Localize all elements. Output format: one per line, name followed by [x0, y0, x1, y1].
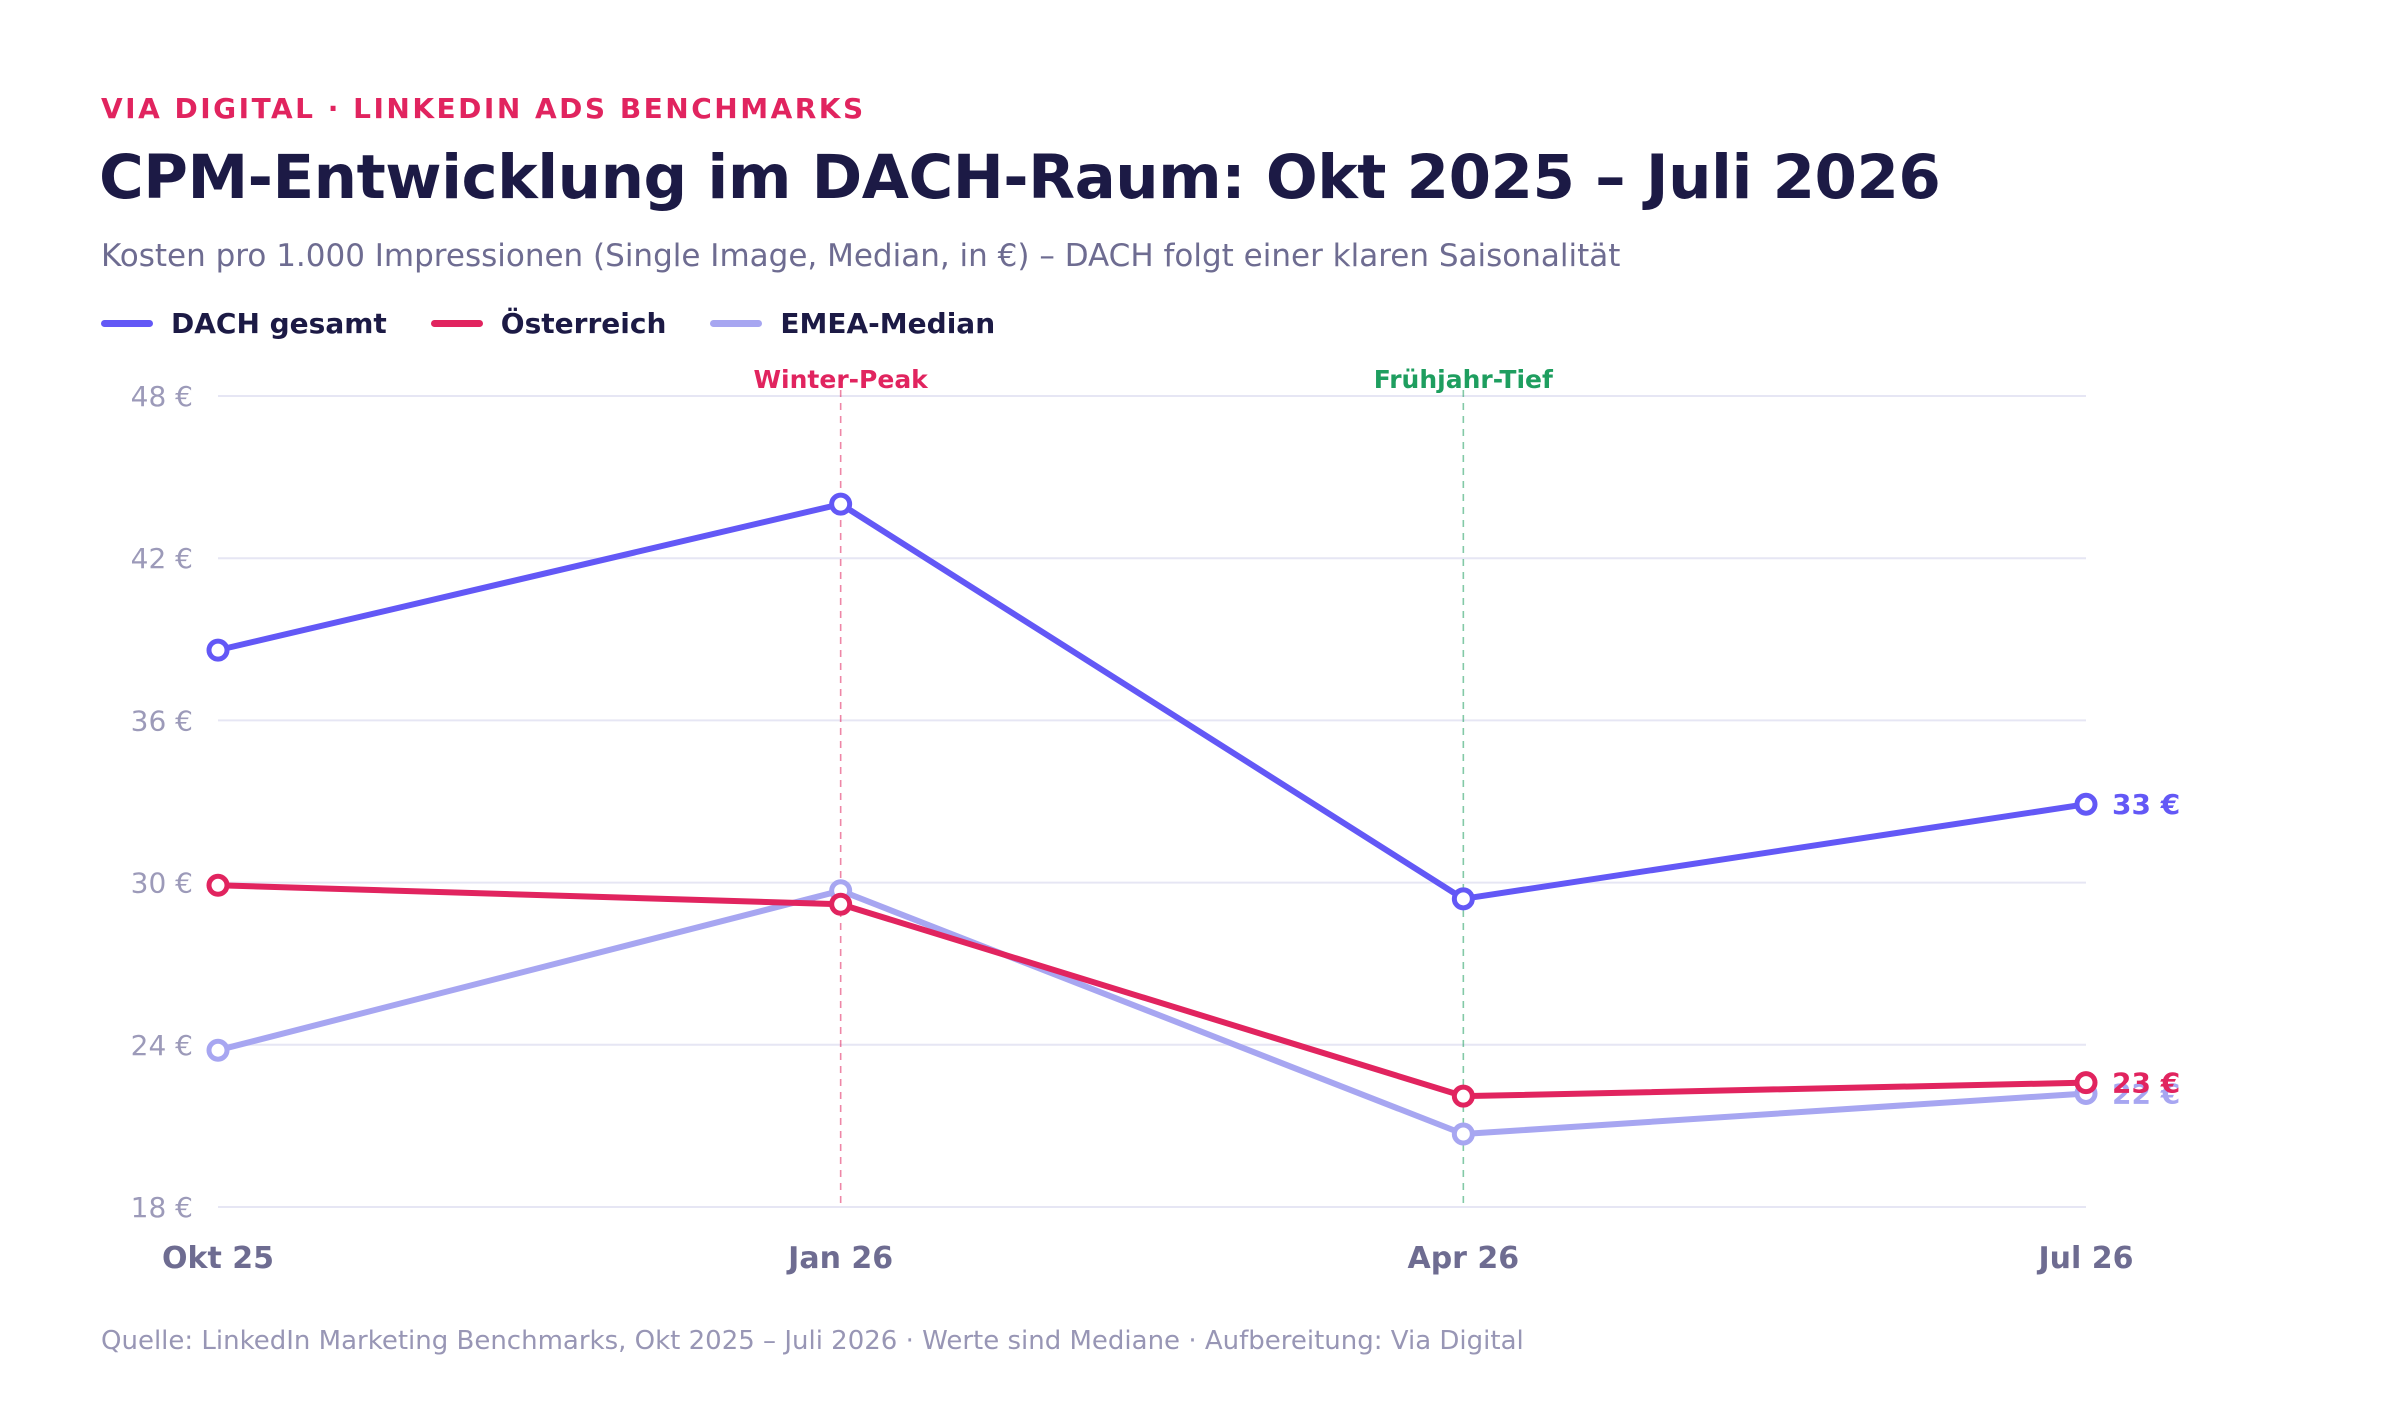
data-point: [829, 492, 853, 516]
x-tick-label: Jan 26: [786, 1241, 893, 1276]
legend-swatch-emea: [710, 319, 763, 327]
data-point: [1451, 1122, 1475, 1146]
eyebrow: VIA DIGITAL · LINKEDIN ADS BENCHMARKS: [101, 92, 866, 125]
chart-subtitle: Kosten pro 1.000 Impressionen (Single Im…: [101, 238, 1621, 274]
end-value-label: 23 €: [2112, 1067, 2180, 1100]
x-tick-label: Jul 26: [2037, 1241, 2134, 1276]
y-tick-label: 30 €: [131, 867, 193, 900]
series-line: [215, 882, 2089, 1100]
data-point: [2074, 1071, 2098, 1095]
x-tick-label: Okt 25: [162, 1241, 274, 1276]
legend-label-dach: DACH gesamt: [171, 306, 387, 340]
y-tick-label: 48 €: [131, 380, 193, 413]
annotation-label: Frühjahr-Tief: [1374, 365, 1554, 394]
annotation-label: Winter-Peak: [753, 365, 929, 394]
end-value-label: 22 €: [2112, 1077, 2180, 1110]
legend-label-emea: EMEA-Median: [780, 306, 996, 340]
y-tick-label: 24 €: [131, 1029, 193, 1062]
series-line: [215, 501, 2089, 902]
legend-swatch-dach: [101, 319, 153, 327]
y-tick-label: 42 €: [131, 542, 193, 575]
x-tick-label: Apr 26: [1407, 1241, 1519, 1276]
data-point: [206, 1038, 230, 1062]
data-point: [206, 873, 230, 897]
legend-item-dach: DACH gesamt: [101, 307, 387, 340]
legend-item-emea: EMEA-Median: [710, 307, 995, 340]
chart-title: CPM-Entwicklung im DACH-Raum: Okt 2025 –…: [99, 142, 1941, 213]
data-point: [829, 892, 853, 916]
series-line: [215, 887, 2089, 1138]
legend-swatch-oesterreich: [430, 319, 483, 327]
legend-label-oesterreich: Österreich: [500, 306, 667, 340]
data-point: [1451, 887, 1475, 911]
data-point: [2074, 792, 2098, 816]
y-tick-label: 36 €: [131, 704, 193, 737]
y-tick-label: 18 €: [131, 1191, 193, 1224]
legend: DACH gesamt Österreich EMEA-Median: [101, 303, 1039, 343]
legend-item-oesterreich: Österreich: [430, 306, 667, 340]
source-note: Quelle: LinkedIn Marketing Benchmarks, O…: [101, 1326, 1524, 1356]
data-point: [206, 638, 230, 662]
end-value-label: 33 €: [2112, 788, 2180, 821]
data-point: [1451, 1084, 1475, 1108]
